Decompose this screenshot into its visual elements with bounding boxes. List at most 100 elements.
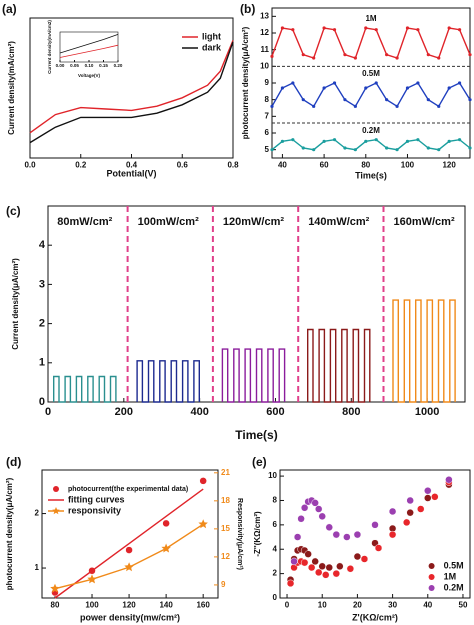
y-tick-label: 10 (268, 471, 277, 480)
series-line (271, 138, 471, 151)
x-tick-label: 120 (122, 600, 136, 609)
x-tick-label: 0 (285, 600, 290, 609)
panel-label: (d) (6, 455, 21, 469)
y-tick-label: 13 (260, 11, 269, 20)
panel-label: (c) (6, 204, 21, 218)
x-axis-label: Z'(KΩ/cm²) (352, 612, 398, 622)
series-line (271, 82, 471, 108)
panel-label: (e) (252, 455, 267, 469)
point (162, 519, 170, 528)
point (416, 138, 420, 142)
y-tick-label: 4 (39, 239, 46, 251)
point (300, 558, 309, 567)
point (371, 521, 379, 529)
point (437, 56, 441, 60)
point (426, 53, 430, 57)
point (364, 86, 368, 90)
point (280, 86, 285, 90)
point (385, 146, 389, 150)
point (332, 28, 337, 32)
y2-tick-label: 12 (221, 552, 230, 561)
y2-tick-label: 21 (221, 468, 230, 477)
point (447, 139, 451, 143)
y-tick-label: 6 (273, 520, 278, 529)
point (385, 98, 389, 102)
y-tick-label: 10 (260, 61, 269, 70)
point (280, 26, 285, 30)
point (468, 98, 472, 102)
y2-tick-label: 18 (221, 496, 230, 505)
point (332, 530, 341, 539)
legend-label: 0.5M (444, 560, 464, 570)
x-tick-label: 0.15 (99, 63, 108, 68)
point (374, 28, 378, 32)
point (297, 515, 305, 523)
point (406, 508, 414, 517)
x-tick-label: 60 (320, 160, 329, 169)
y-tick-label: 9 (265, 78, 270, 87)
series-label: 140mW/cm² (308, 216, 369, 228)
point (353, 530, 362, 539)
point (343, 53, 347, 57)
point (332, 138, 337, 142)
y-tick-label: 12 (260, 28, 269, 37)
point (291, 81, 295, 85)
x-axis-label: Potential(V) (106, 168, 156, 178)
point (286, 579, 295, 588)
x-tick-label: 100 (401, 160, 415, 169)
point (388, 507, 397, 516)
x-axis-label: Time(s) (355, 170, 387, 180)
point (314, 505, 323, 513)
point (198, 519, 208, 529)
legend-label: fitting curves (68, 494, 125, 504)
legend-marker (428, 585, 435, 591)
x-tick-label: 200 (115, 406, 133, 418)
y-axis-label: Current density(mA/cm2) (47, 20, 52, 74)
point (343, 146, 347, 150)
point (468, 53, 472, 57)
y-tick-label: 11 (261, 45, 270, 54)
series-label: 100mW/cm² (138, 216, 199, 228)
point (346, 564, 355, 573)
point (416, 505, 425, 513)
point (301, 53, 305, 57)
y-tick-label: 2 (35, 509, 40, 518)
plot-frame (279, 469, 471, 599)
y2-axis-label: Responsivity(μA/cm²) (236, 498, 243, 570)
legend-marker (428, 563, 435, 569)
x-axis-label: Voltage(V) (78, 73, 100, 78)
legend-label: photocurrent(the experimental data) (68, 486, 188, 493)
y-tick-label: 5 (265, 145, 270, 154)
point (318, 512, 326, 521)
point (291, 138, 295, 142)
y-tick-label: 2 (39, 318, 45, 330)
series-label: 0.2M (362, 126, 380, 135)
y-axis-label: photocurrent density(μA/cm²) (5, 477, 14, 590)
y-tick-label: 1 (35, 563, 40, 572)
legend-marker (53, 486, 59, 492)
x-tick-label: 80 (51, 600, 60, 609)
x-axis-label: Time(s) (235, 428, 277, 442)
point (424, 494, 432, 502)
point (322, 86, 326, 90)
point (395, 148, 399, 152)
point (468, 146, 472, 150)
series-line (392, 299, 456, 403)
legend-label: responsivity (68, 505, 121, 515)
series-label: 120mW/cm² (223, 216, 284, 228)
point (426, 98, 430, 102)
x-tick-label: 0.20 (114, 63, 123, 68)
x-tick-label: 40 (423, 600, 432, 609)
point (402, 518, 411, 527)
point (447, 86, 451, 90)
series-line (29, 41, 234, 144)
x-tick-label: 80 (361, 160, 370, 169)
series-label: 80mW/cm² (57, 216, 112, 228)
point (385, 53, 389, 57)
point (50, 583, 60, 593)
point (353, 148, 357, 152)
point (395, 104, 399, 108)
point (457, 138, 462, 142)
legend-label: 0.2M (444, 582, 464, 592)
point (353, 104, 357, 108)
